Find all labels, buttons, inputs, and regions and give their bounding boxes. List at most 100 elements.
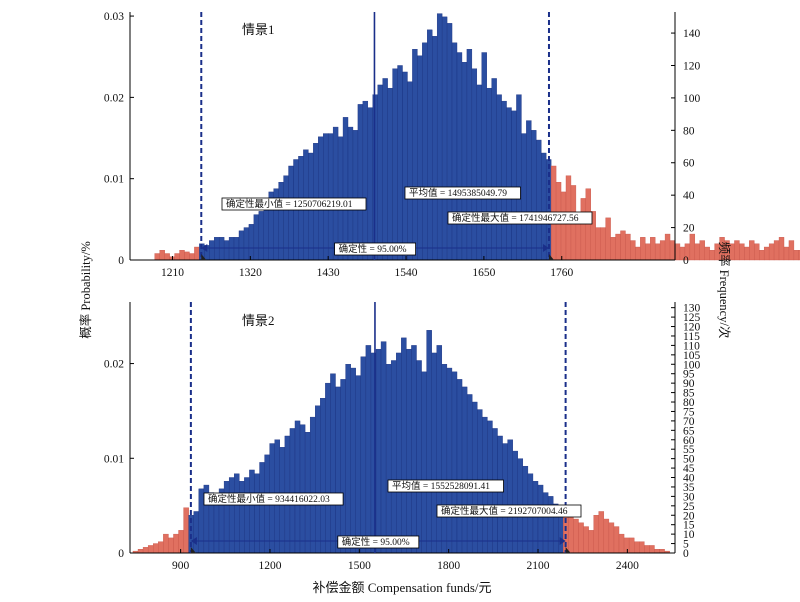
y-right-tick-label: 20 bbox=[683, 223, 695, 235]
histogram-bar-tail bbox=[674, 243, 681, 261]
mean-value-annotation-box bbox=[404, 186, 521, 200]
y-right-tick-label: 80 bbox=[683, 125, 695, 137]
histogram-bar bbox=[198, 488, 205, 554]
y-right-tick-label: 140 bbox=[683, 28, 701, 40]
histogram-bar-tail bbox=[137, 549, 144, 554]
histogram-bar-tail bbox=[183, 507, 189, 554]
y-left-tick-label: 0.01 bbox=[104, 174, 124, 186]
max-value-annotation: 确定性最大值 = 1741946727.56 bbox=[452, 212, 579, 224]
histogram-bar-tail bbox=[154, 253, 160, 261]
histogram-bar bbox=[375, 348, 382, 554]
y-right-tick-label: 35 bbox=[683, 482, 695, 494]
histogram-bar bbox=[417, 55, 423, 261]
y-left-tick-label: 0.03 bbox=[104, 11, 124, 23]
x-tick-label: 1650 bbox=[472, 267, 495, 279]
y-right-tick-label: 80 bbox=[683, 397, 695, 409]
histogram-bar bbox=[466, 49, 473, 261]
histogram-bar bbox=[330, 373, 336, 554]
histogram-bar-tail bbox=[654, 243, 661, 261]
histogram-bar bbox=[446, 367, 453, 554]
histogram-bar-tail bbox=[153, 543, 159, 554]
histogram-bar-tail bbox=[664, 233, 671, 261]
y-left-tick-label: 0.02 bbox=[104, 359, 124, 371]
certainty-annotation-box bbox=[334, 242, 417, 256]
histogram-bar bbox=[350, 367, 356, 554]
histogram-bar bbox=[526, 120, 532, 261]
histogram-bar bbox=[461, 386, 468, 554]
histogram-bar-tail bbox=[793, 250, 800, 261]
x-tick-label: 900 bbox=[172, 560, 190, 572]
x-tick-label: 1760 bbox=[550, 267, 573, 279]
x-tick-label: 1800 bbox=[437, 560, 460, 572]
histogram-bar-tail bbox=[640, 237, 646, 261]
y-right-tick-label: 55 bbox=[683, 444, 695, 456]
histogram-bar bbox=[491, 78, 497, 261]
y-right-tick-label: 100 bbox=[683, 93, 701, 105]
max-value-annotation: 确定性最大值 = 2192707004.46 bbox=[441, 505, 568, 517]
y-right-tick-label: 40 bbox=[683, 473, 695, 485]
histogram-bar bbox=[497, 435, 503, 554]
min-value-annotation-box bbox=[221, 197, 367, 211]
histogram-bar bbox=[244, 477, 250, 554]
y-right-tick-label: 120 bbox=[683, 60, 701, 72]
y-right-tick-label: 20 bbox=[683, 510, 695, 522]
histogram-bar bbox=[238, 230, 245, 261]
scenario-2-panel: 900 1200 1500 1800 2100 240000.010.0205101520… bbox=[104, 302, 701, 572]
y-right-tick-label: 75 bbox=[683, 406, 695, 418]
histogram-bar bbox=[309, 416, 316, 554]
histogram-bar-tail bbox=[734, 240, 740, 261]
y-right-tick-label: 90 bbox=[683, 378, 695, 390]
histogram-bar bbox=[511, 110, 517, 261]
histogram-bar-tail bbox=[168, 537, 174, 554]
y-right-tick-label: 15 bbox=[683, 520, 695, 532]
histogram-bar bbox=[340, 379, 346, 554]
histogram-bar bbox=[401, 337, 407, 554]
histogram-bar-tail bbox=[158, 541, 164, 554]
min-value-annotation-box bbox=[203, 492, 344, 506]
y-right-tick-label: 60 bbox=[683, 435, 695, 447]
histogram-bar-tail bbox=[659, 240, 666, 261]
x-tick-label: 2100 bbox=[527, 560, 550, 572]
histogram-bar bbox=[193, 511, 199, 554]
y-left-tick-label: 0.02 bbox=[104, 92, 124, 104]
histogram-bar-tail bbox=[573, 518, 579, 554]
histogram-bar bbox=[335, 386, 341, 554]
arrow-right-icon bbox=[542, 244, 549, 252]
histogram-bar bbox=[218, 237, 225, 261]
histogram-bar bbox=[392, 68, 398, 261]
y-right-tick-label: 10 bbox=[683, 529, 695, 541]
histogram-bar bbox=[407, 81, 413, 261]
histogram-bar bbox=[451, 371, 458, 554]
histogram-bar-tail bbox=[615, 233, 621, 261]
histogram-bar-tail bbox=[635, 246, 641, 261]
histogram-bar bbox=[431, 352, 437, 554]
histogram-bar bbox=[432, 36, 438, 261]
histogram-bar bbox=[427, 29, 433, 261]
histogram-bar-tail bbox=[645, 243, 651, 261]
histogram-bar bbox=[228, 477, 235, 554]
upper-marker-icon bbox=[548, 254, 554, 260]
histogram-bar bbox=[516, 94, 522, 261]
histogram-bar-tail bbox=[588, 530, 594, 554]
histogram-bar-tail bbox=[593, 515, 599, 554]
mean-value-annotation-box bbox=[387, 479, 504, 493]
histogram-bar bbox=[355, 375, 361, 554]
histogram-bar bbox=[397, 65, 403, 261]
max-value-annotation-box bbox=[436, 504, 582, 518]
certainty-annotation: 确定性 = 95.00% bbox=[342, 536, 410, 548]
histogram-bar-tail bbox=[739, 243, 745, 261]
histogram-bar-tail bbox=[173, 533, 179, 554]
x-tick-label: 1320 bbox=[239, 267, 262, 279]
histogram-bar-tail bbox=[639, 541, 645, 554]
arrow-left-icon bbox=[190, 537, 197, 545]
histogram-bar bbox=[512, 450, 518, 554]
x-tick-label: 2400 bbox=[616, 560, 639, 572]
upper-marker-icon bbox=[565, 547, 571, 553]
histogram-bar bbox=[496, 94, 502, 261]
histogram-bar bbox=[507, 439, 513, 554]
histogram-bar-tail bbox=[164, 253, 170, 261]
histogram-bar bbox=[299, 424, 306, 554]
histogram-bar-tail bbox=[189, 253, 195, 261]
histogram-bar bbox=[283, 175, 289, 261]
histogram-bar bbox=[411, 345, 417, 554]
